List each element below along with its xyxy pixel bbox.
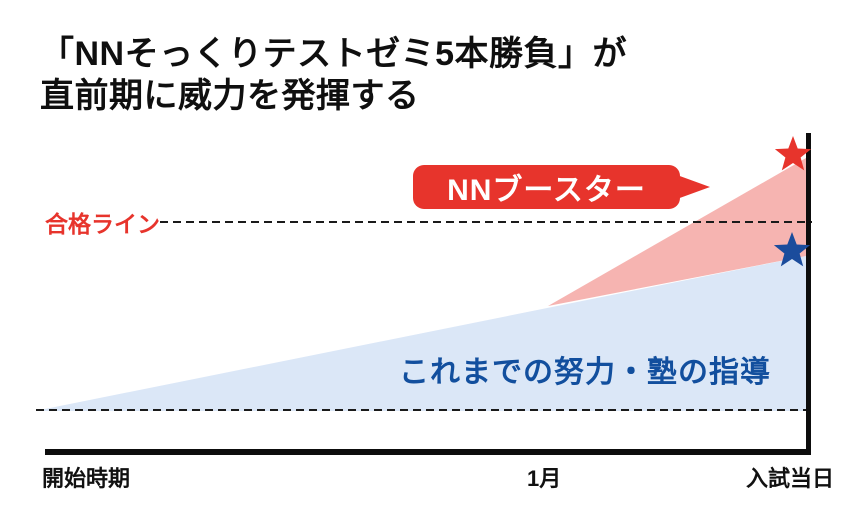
x-label-start-period: 開始時期 (42, 466, 131, 491)
x-label-exam-day: 入試当日 (746, 466, 835, 491)
booster-area (548, 158, 806, 306)
callout-pointer-icon (677, 175, 710, 199)
chart-title: 「NNそっくりテストゼミ5本勝負」が 直前期に威力を発揮する (40, 33, 627, 117)
effort-area (40, 256, 806, 411)
red-star-icon (774, 136, 812, 171)
booster-callout: NNブースター (413, 165, 710, 209)
x-label-january: 1月 (527, 466, 562, 491)
blue-star-icon (773, 232, 811, 267)
effort-area-label: これまでの努力・塾の指導 (399, 356, 771, 389)
chart-title-line-1: 「NNそっくりテストゼミ5本勝負」が (40, 35, 628, 73)
booster-callout-label: NNブースター (447, 174, 646, 207)
chart-title-line-2: 直前期に威力を発揮する (40, 77, 420, 115)
pass-line-label: 合格ライン (45, 211, 160, 237)
